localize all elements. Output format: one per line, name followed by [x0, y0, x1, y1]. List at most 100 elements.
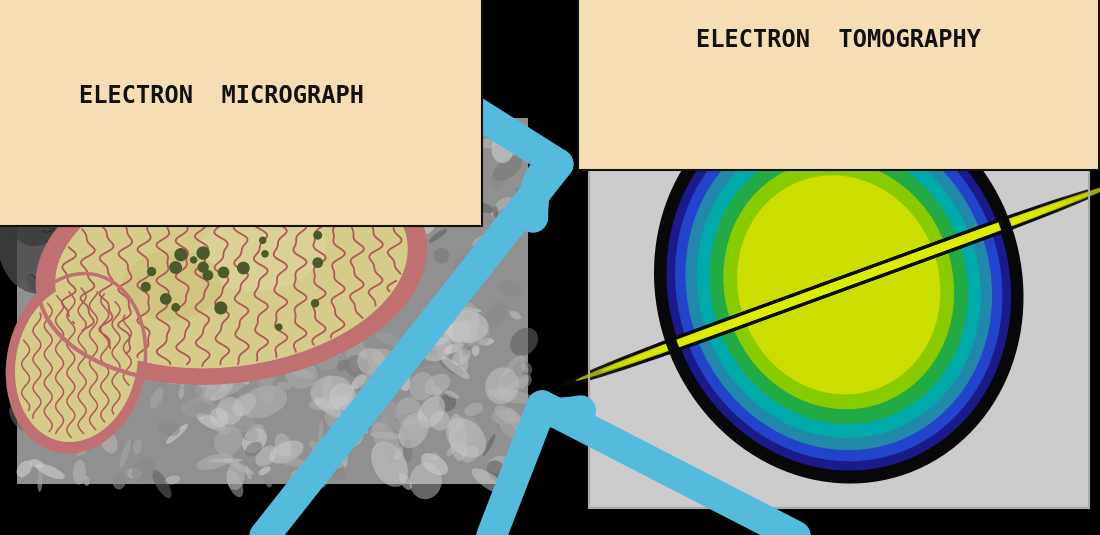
- Ellipse shape: [337, 360, 349, 371]
- Ellipse shape: [210, 408, 229, 427]
- Ellipse shape: [246, 318, 256, 330]
- Ellipse shape: [446, 418, 486, 457]
- Ellipse shape: [202, 316, 222, 337]
- Ellipse shape: [509, 311, 521, 319]
- Ellipse shape: [31, 379, 60, 393]
- Ellipse shape: [430, 110, 439, 136]
- Ellipse shape: [660, 92, 1018, 478]
- Bar: [16, 118, 528, 484]
- Ellipse shape: [324, 406, 343, 430]
- Circle shape: [314, 232, 321, 239]
- Ellipse shape: [216, 327, 234, 358]
- Ellipse shape: [486, 209, 508, 224]
- Ellipse shape: [321, 375, 333, 410]
- Ellipse shape: [306, 454, 327, 479]
- Ellipse shape: [140, 302, 166, 326]
- Ellipse shape: [261, 233, 287, 250]
- Ellipse shape: [359, 182, 372, 200]
- Ellipse shape: [227, 470, 243, 497]
- Text: ELECTRON  TOMOGRAPHY: ELECTRON TOMOGRAPHY: [696, 27, 981, 51]
- Ellipse shape: [740, 220, 1014, 321]
- Ellipse shape: [409, 372, 434, 400]
- Ellipse shape: [16, 461, 32, 477]
- Ellipse shape: [235, 239, 249, 256]
- Ellipse shape: [304, 203, 320, 218]
- Ellipse shape: [227, 463, 245, 490]
- Ellipse shape: [248, 346, 276, 375]
- Ellipse shape: [464, 403, 483, 416]
- Ellipse shape: [399, 473, 411, 490]
- Ellipse shape: [678, 249, 937, 343]
- Ellipse shape: [297, 276, 323, 287]
- Ellipse shape: [439, 394, 456, 411]
- Ellipse shape: [327, 150, 341, 179]
- Ellipse shape: [394, 412, 420, 421]
- Ellipse shape: [212, 391, 241, 419]
- Ellipse shape: [258, 375, 275, 406]
- Ellipse shape: [857, 184, 1100, 278]
- Ellipse shape: [430, 411, 450, 431]
- Ellipse shape: [441, 357, 470, 379]
- Ellipse shape: [715, 230, 988, 331]
- Ellipse shape: [328, 399, 348, 418]
- Ellipse shape: [351, 374, 366, 389]
- Ellipse shape: [439, 360, 463, 376]
- Ellipse shape: [310, 376, 353, 409]
- Ellipse shape: [483, 434, 496, 456]
- Ellipse shape: [449, 307, 482, 312]
- Ellipse shape: [231, 182, 255, 200]
- Ellipse shape: [453, 303, 480, 349]
- Ellipse shape: [220, 244, 235, 259]
- Ellipse shape: [561, 286, 835, 386]
- Ellipse shape: [327, 318, 342, 337]
- Ellipse shape: [25, 276, 48, 292]
- Ellipse shape: [431, 320, 453, 346]
- FancyArrowPatch shape: [0, 0, 558, 535]
- Ellipse shape: [404, 439, 412, 463]
- Ellipse shape: [336, 386, 351, 393]
- Ellipse shape: [210, 339, 244, 373]
- Ellipse shape: [627, 268, 887, 362]
- Ellipse shape: [395, 397, 421, 427]
- Ellipse shape: [169, 317, 195, 338]
- Ellipse shape: [243, 243, 265, 254]
- Ellipse shape: [273, 171, 285, 182]
- Ellipse shape: [345, 424, 363, 447]
- Ellipse shape: [288, 251, 299, 263]
- Ellipse shape: [190, 345, 223, 381]
- Ellipse shape: [195, 364, 223, 401]
- Ellipse shape: [322, 141, 348, 165]
- Ellipse shape: [136, 232, 150, 246]
- Ellipse shape: [358, 425, 372, 436]
- Ellipse shape: [452, 348, 471, 365]
- Ellipse shape: [418, 396, 446, 428]
- Ellipse shape: [422, 157, 440, 178]
- Ellipse shape: [492, 135, 514, 163]
- Ellipse shape: [461, 322, 490, 347]
- Ellipse shape: [157, 140, 183, 152]
- Ellipse shape: [474, 323, 484, 331]
- Ellipse shape: [601, 277, 860, 372]
- Ellipse shape: [343, 335, 366, 363]
- Ellipse shape: [425, 374, 450, 395]
- Ellipse shape: [205, 378, 233, 401]
- Ellipse shape: [843, 184, 1100, 284]
- Ellipse shape: [349, 184, 370, 204]
- Ellipse shape: [30, 459, 44, 468]
- Ellipse shape: [180, 112, 188, 127]
- Ellipse shape: [119, 373, 124, 382]
- Ellipse shape: [92, 192, 106, 200]
- Bar: [588, 62, 1089, 508]
- Ellipse shape: [329, 450, 337, 461]
- Ellipse shape: [45, 279, 77, 296]
- Ellipse shape: [378, 356, 408, 377]
- Ellipse shape: [196, 131, 217, 151]
- FancyArrowPatch shape: [205, 406, 1100, 535]
- Ellipse shape: [494, 124, 512, 143]
- Ellipse shape: [250, 330, 274, 341]
- Ellipse shape: [238, 348, 246, 356]
- Ellipse shape: [283, 339, 305, 357]
- Ellipse shape: [168, 143, 190, 172]
- Ellipse shape: [62, 140, 77, 164]
- Ellipse shape: [497, 280, 524, 297]
